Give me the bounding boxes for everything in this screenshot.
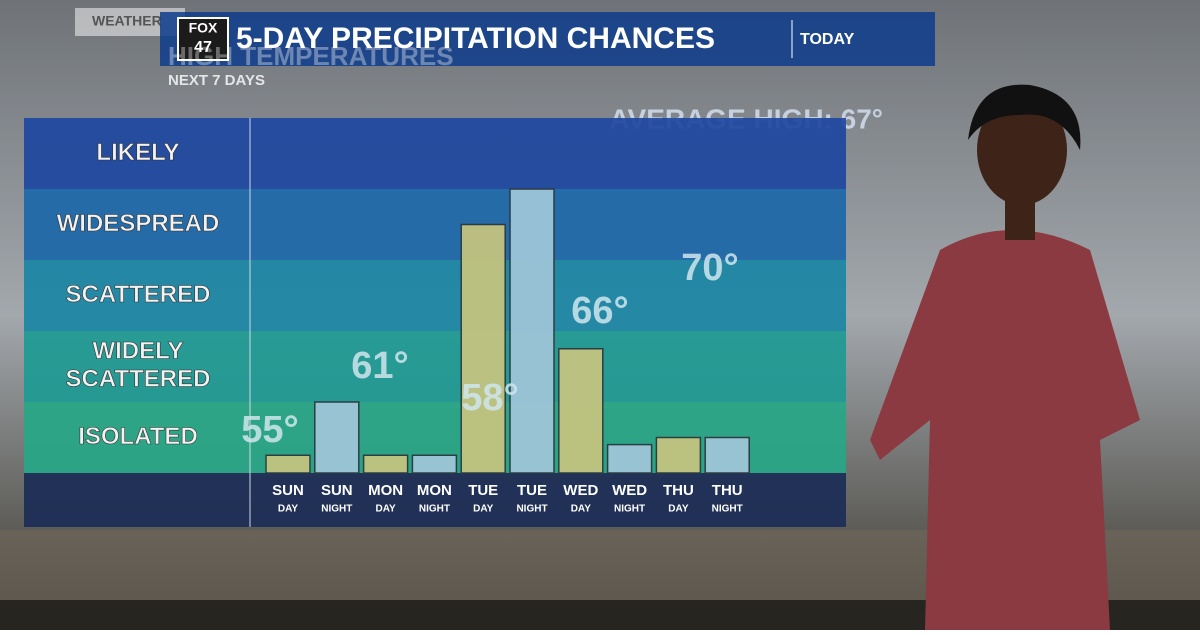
bar — [704, 436, 750, 474]
header-bar — [160, 12, 935, 66]
x-tick-label: TUE — [468, 482, 498, 499]
bar — [558, 348, 604, 474]
x-tick-sublabel: NIGHT — [516, 504, 547, 515]
x-tick-label: WED — [563, 482, 598, 499]
annotation: 70° — [681, 247, 738, 289]
logo-text: FOX — [189, 20, 218, 36]
x-tick-label: MON — [368, 482, 403, 499]
header: WEATHER FOX 47 5-DAY PRECIPITATION CHANC… — [75, 8, 935, 134]
y-tick-label: SCATTERED — [66, 281, 211, 308]
ghost-text: NEXT 7 DAYS — [168, 72, 265, 89]
annotation: 66° — [571, 290, 628, 332]
bar — [460, 223, 506, 474]
plot: ISOLATED WIDELY SCATTERED SCATTERED WIDESPRE… — [24, 118, 846, 527]
x-tick-label: MON — [417, 482, 452, 499]
band — [24, 189, 846, 260]
bar — [362, 454, 409, 474]
y-tick-label: ISOLATED — [78, 423, 198, 450]
x-tick-label: WED — [612, 482, 647, 499]
bar — [509, 188, 555, 474]
band — [24, 118, 846, 189]
x-tick-sublabel: DAY — [278, 504, 299, 515]
bar — [411, 454, 458, 474]
bar — [265, 454, 311, 474]
x-tick-sublabel: NIGHT — [321, 504, 352, 515]
x-tick-sublabel: DAY — [375, 504, 396, 515]
ghost-text: HIGH TEMPERATURES — [168, 41, 454, 71]
annotation: 55° — [241, 409, 298, 451]
x-tick-sublabel: DAY — [473, 504, 494, 515]
x-tick-sublabel: DAY — [571, 504, 592, 515]
annotation: 61° — [351, 345, 408, 387]
logo — [177, 17, 229, 61]
x-tick-label: THU — [663, 482, 694, 499]
ghost-text: WEATHER — [92, 13, 162, 29]
bar — [655, 436, 702, 474]
chart-subtitle: TODAY — [800, 31, 855, 48]
bar — [606, 443, 653, 474]
x-tick-label: SUN — [272, 482, 304, 499]
x-tick-sublabel: DAY — [668, 504, 689, 515]
y-tick-label: WIDESPREAD — [57, 210, 220, 237]
x-tick-sublabel: NIGHT — [712, 504, 743, 515]
y-tick-label: LIKELY — [96, 139, 179, 166]
logo-text: 47 — [194, 39, 212, 56]
bar — [314, 401, 360, 474]
x-tick-label: THU — [712, 482, 743, 499]
annotation: 58° — [461, 377, 518, 419]
band — [24, 260, 846, 331]
x-tick-sublabel: NIGHT — [614, 504, 645, 515]
y-tick-label: WIDELY SCATTERED — [66, 338, 211, 393]
x-axis-band — [24, 473, 846, 527]
x-tick-sublabel: NIGHT — [419, 504, 450, 515]
chart-title: 5-DAY PRECIPITATION CHANCES — [236, 22, 715, 55]
x-tick-label: SUN — [321, 482, 353, 499]
band — [24, 331, 846, 402]
presenter — [870, 84, 1140, 630]
x-tick-label: TUE — [517, 482, 547, 499]
